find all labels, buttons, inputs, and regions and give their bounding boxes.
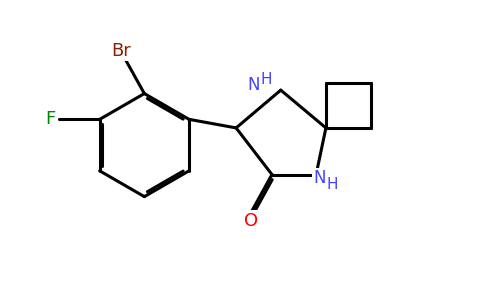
Text: F: F	[45, 110, 56, 128]
Text: N: N	[314, 169, 326, 188]
Text: Br: Br	[111, 42, 131, 60]
Text: N: N	[247, 76, 260, 94]
Text: H: H	[260, 72, 272, 87]
Text: O: O	[244, 212, 258, 230]
Text: H: H	[326, 177, 337, 192]
